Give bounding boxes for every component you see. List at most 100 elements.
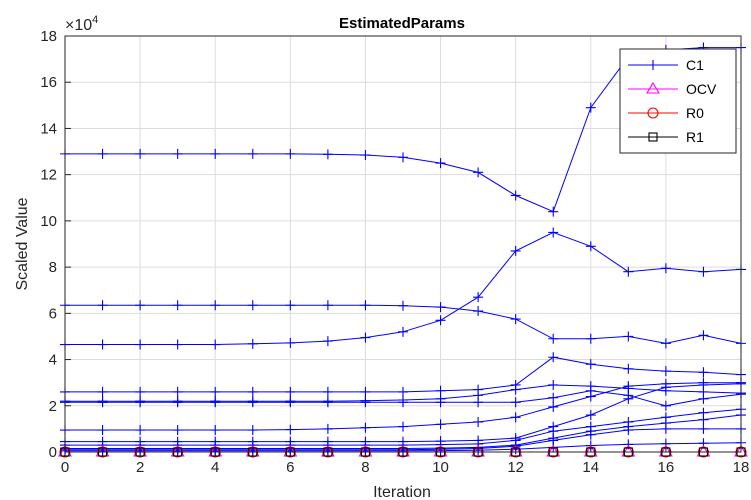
data-point-c1 bbox=[585, 241, 596, 252]
data-point-c1 bbox=[585, 391, 596, 402]
data-point-c1 bbox=[660, 400, 671, 411]
data-point-c1 bbox=[322, 336, 333, 347]
data-point-c1 bbox=[398, 397, 408, 408]
plot-border bbox=[64, 35, 742, 453]
data-point-c1 bbox=[135, 300, 146, 311]
data-point-c1 bbox=[210, 425, 221, 436]
data-point-c1 bbox=[247, 425, 258, 436]
data-point-c1 bbox=[97, 339, 108, 350]
data-point-c1 bbox=[172, 425, 183, 436]
data-point-c1 bbox=[660, 382, 671, 393]
data-point-c1 bbox=[698, 266, 709, 277]
data-point-c1 bbox=[360, 422, 371, 433]
data-point-c1 bbox=[510, 314, 521, 325]
data-point-c1 bbox=[623, 425, 634, 436]
data-point-c1 bbox=[623, 331, 634, 342]
x-tick-label: 6 bbox=[286, 459, 294, 476]
data-point-c1 bbox=[473, 416, 484, 427]
legend-item-r0: R0 bbox=[628, 105, 704, 121]
legend-label: C1 bbox=[686, 57, 704, 73]
data-point-c1 bbox=[210, 386, 221, 397]
y-tick-label: 14 bbox=[40, 120, 57, 137]
data-point-c1 bbox=[210, 397, 221, 408]
data-point-c1 bbox=[473, 306, 484, 317]
x-tick-label: 10 bbox=[432, 459, 449, 476]
data-point-c1 bbox=[285, 148, 296, 159]
data-point-c1 bbox=[97, 397, 108, 408]
x-tick-label: 8 bbox=[361, 459, 369, 476]
data-point-c1 bbox=[172, 300, 183, 311]
data-point-c1 bbox=[623, 363, 634, 374]
data-point-c1 bbox=[97, 300, 108, 311]
data-point-c1 bbox=[510, 397, 521, 408]
data-point-c1 bbox=[698, 423, 709, 434]
data-point-c1 bbox=[247, 338, 258, 349]
data-point-c1 bbox=[322, 423, 333, 434]
data-point-c1 bbox=[660, 366, 671, 377]
data-point-c1 bbox=[322, 300, 333, 311]
data-point-c1 bbox=[398, 152, 408, 163]
data-point-c1 bbox=[360, 397, 371, 408]
data-point-c1 bbox=[135, 148, 146, 159]
x-tick-label: 14 bbox=[582, 459, 599, 476]
data-point-c1 bbox=[435, 419, 446, 430]
data-point-c1 bbox=[548, 379, 559, 390]
data-point-c1 bbox=[660, 338, 671, 349]
legend-marker bbox=[648, 132, 658, 142]
legend: C1 OCV R0 R1 bbox=[619, 48, 737, 154]
y-tick-label: 18 bbox=[40, 28, 57, 45]
y-exponent-base: ×10 bbox=[65, 17, 92, 34]
legend-box bbox=[619, 48, 737, 154]
data-point-c1 bbox=[435, 315, 446, 326]
data-point-c1 bbox=[698, 379, 709, 390]
data-point-c1 bbox=[285, 300, 296, 311]
y-tick-label: 12 bbox=[40, 167, 57, 184]
data-point-c1 bbox=[510, 245, 521, 256]
data-point-c1 bbox=[660, 423, 671, 434]
data-point-c1 bbox=[585, 333, 596, 344]
data-point-c1 bbox=[435, 158, 446, 169]
x-tick-label: 18 bbox=[733, 459, 750, 476]
data-point-c1 bbox=[510, 384, 521, 395]
data-point-c1 bbox=[135, 386, 146, 397]
y-axis-label: Scaled Value bbox=[14, 197, 31, 290]
data-point-c1 bbox=[698, 367, 709, 378]
data-point-c1 bbox=[322, 386, 333, 397]
data-point-c1 bbox=[285, 397, 296, 408]
data-point-c1 bbox=[585, 410, 596, 421]
data-point-c1 bbox=[585, 359, 596, 370]
data-point-c1 bbox=[548, 206, 559, 217]
data-point-c1 bbox=[322, 397, 333, 408]
data-point-c1 bbox=[135, 397, 146, 408]
legend-item-r1: R1 bbox=[628, 129, 704, 145]
data-point-c1 bbox=[548, 401, 559, 412]
data-point-c1 bbox=[247, 148, 258, 159]
x-tick-label: 4 bbox=[211, 459, 219, 476]
data-point-c1 bbox=[623, 381, 634, 392]
x-tick-label: 12 bbox=[507, 459, 524, 476]
data-point-c1 bbox=[172, 339, 183, 350]
legend-item-c1: C1 bbox=[628, 57, 704, 73]
data-point-c1 bbox=[585, 102, 596, 113]
data-point-c1 bbox=[285, 386, 296, 397]
data-point-c1 bbox=[473, 397, 484, 408]
x-tick-label: 16 bbox=[658, 459, 675, 476]
data-point-c1 bbox=[398, 421, 408, 432]
data-point-c1 bbox=[398, 300, 408, 311]
data-point-c1 bbox=[172, 148, 183, 159]
axis-ticks: 0 2 4 6 8 10 12 14 16 18 0 2 4 6 8 10 12 14 16 18 bbox=[40, 28, 749, 476]
data-point-c1 bbox=[97, 425, 108, 436]
data-point-c1 bbox=[247, 386, 258, 397]
data-point-c1 bbox=[473, 167, 484, 178]
legend-marker bbox=[646, 81, 660, 94]
data-point-c1 bbox=[698, 414, 709, 425]
legend-label: OCV bbox=[686, 81, 717, 97]
data-point-c1 bbox=[435, 397, 446, 408]
data-point-c1 bbox=[285, 424, 296, 435]
x-tick-label: 2 bbox=[136, 459, 144, 476]
legend-label: R0 bbox=[686, 105, 704, 121]
data-point-c1 bbox=[97, 148, 108, 159]
data-point-c1 bbox=[172, 386, 183, 397]
data-point-c1 bbox=[623, 393, 634, 404]
data-point-c1 bbox=[473, 292, 484, 303]
